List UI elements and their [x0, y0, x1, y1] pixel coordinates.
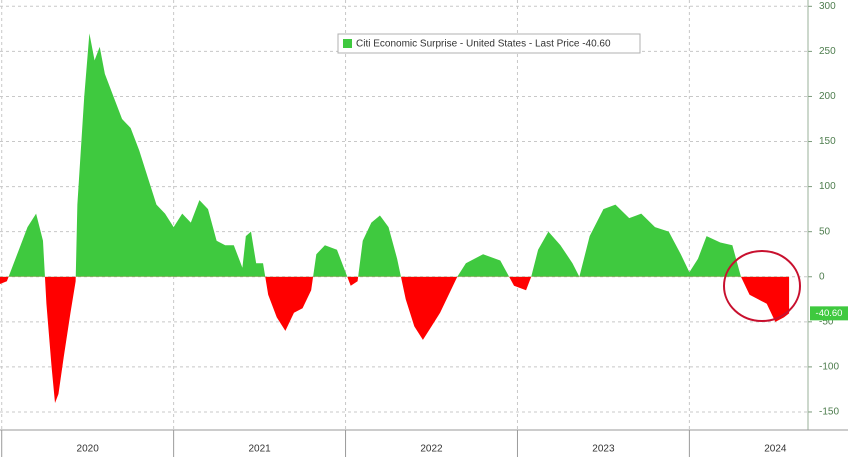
- y-tick-label: -150: [819, 407, 839, 418]
- y-tick-label: 300: [819, 1, 836, 12]
- x-tick-label: 2024: [764, 444, 787, 455]
- area-positive: [8, 33, 741, 277]
- y-tick-label: -100: [819, 362, 839, 373]
- x-tick-label: 2021: [248, 444, 271, 455]
- y-tick-label: 0: [819, 271, 825, 282]
- legend-swatch: [343, 39, 352, 48]
- last-value-label: -40.60: [816, 308, 843, 319]
- y-tick-label: 150: [819, 136, 836, 147]
- y-tick-label: 50: [819, 226, 831, 237]
- highlight-circle: [723, 250, 801, 322]
- y-tick-label: 200: [819, 91, 836, 102]
- x-tick-label: 2020: [77, 444, 100, 455]
- y-tick-label: -50: [819, 316, 834, 327]
- y-tick-label: 250: [819, 46, 836, 57]
- x-tick-label: 2023: [592, 444, 615, 455]
- last-value-box: [810, 306, 848, 321]
- legend-box: [337, 33, 641, 54]
- legend: Citi Economic Surprise - United States -…: [337, 33, 641, 54]
- y-tick-label: 100: [819, 181, 836, 192]
- x-tick-label: 2022: [420, 444, 443, 455]
- legend-label: Citi Economic Surprise - United States -…: [356, 39, 611, 50]
